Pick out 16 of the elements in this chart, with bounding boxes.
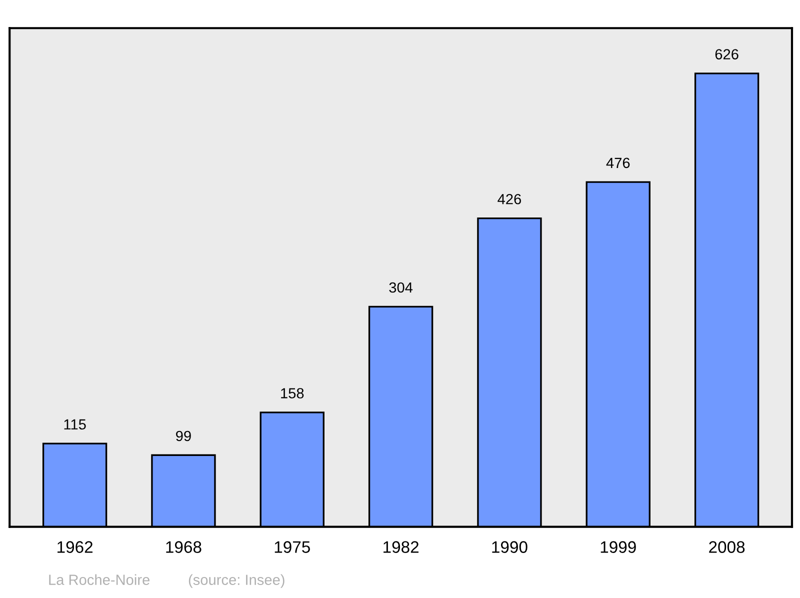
data-label: 99: [176, 430, 191, 442]
text: (source: Insee): [188, 574, 284, 588]
x-tick-label: 1982: [384, 541, 419, 553]
data-label: 626: [715, 49, 738, 60]
x-tick-label: 1968: [166, 541, 202, 553]
x-tick-label: 1999: [600, 541, 636, 553]
x-tick-label: 1975: [274, 541, 310, 553]
data-label: 426: [498, 194, 521, 204]
data-label: 158: [281, 388, 304, 398]
x-tick-label: 1962: [58, 541, 93, 553]
data-label: 304: [389, 282, 413, 293]
data-label: 115: [64, 419, 86, 430]
data-label: 476: [606, 158, 630, 168]
x-tick-label: 1990: [492, 541, 528, 553]
text: La Roche-Noire: [49, 574, 150, 585]
x-tick-label: 2008: [709, 541, 745, 553]
